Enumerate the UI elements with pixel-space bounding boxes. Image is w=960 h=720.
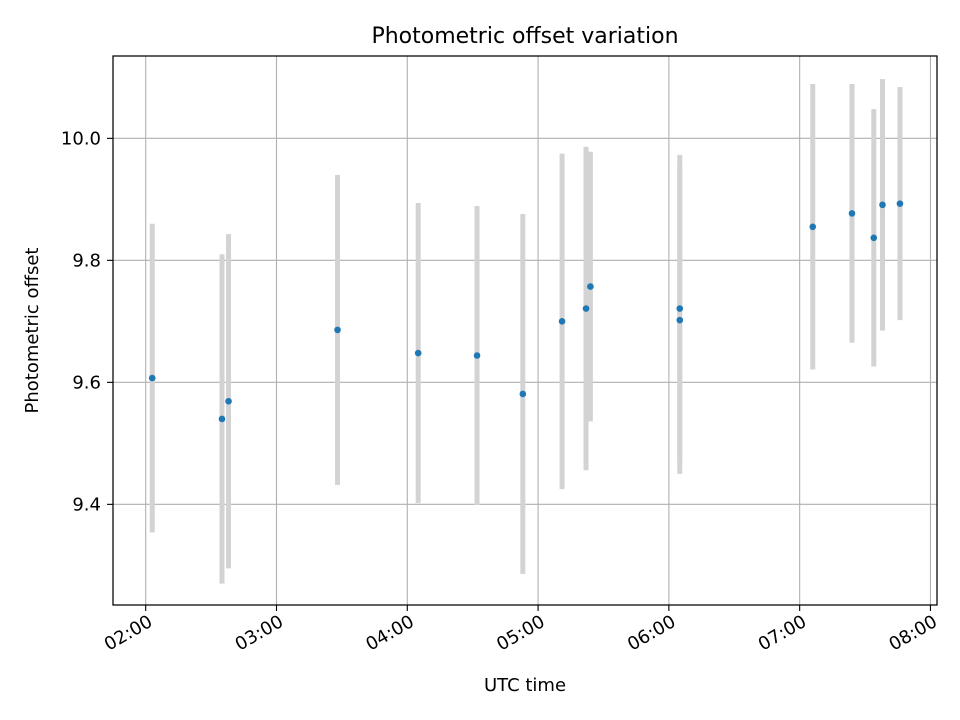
x-tick-label: 04:00 <box>362 611 417 655</box>
data-point <box>870 234 878 242</box>
x-tick-label: 06:00 <box>624 611 679 655</box>
y-tick-label: 9.6 <box>72 372 101 393</box>
x-tick-label: 02:00 <box>101 611 156 655</box>
chart-title: Photometric offset variation <box>371 24 678 49</box>
data-point <box>676 316 684 324</box>
data-point <box>558 318 566 325</box>
axis-ticks: 02:00 03:00 04:00 05:00 06:00 07:00 08:00 9.4 9.… <box>61 128 941 655</box>
plot-frame <box>112 55 938 606</box>
y-axis-label: Photometric offset <box>22 248 43 414</box>
y-tick-label: 10.0 <box>61 128 101 149</box>
x-tick-label: 03:00 <box>232 611 287 655</box>
data-point <box>848 210 856 217</box>
y-tick-label: 9.4 <box>72 494 101 515</box>
data-point <box>519 390 527 398</box>
data-point <box>218 415 226 423</box>
y-tick-label: 9.8 <box>72 250 101 271</box>
data-point <box>879 201 886 209</box>
data-point <box>473 352 481 359</box>
data-point <box>225 397 232 405</box>
data-point <box>809 223 817 231</box>
x-tick-label: 08:00 <box>886 611 941 655</box>
data-point <box>676 305 684 312</box>
data-point <box>414 349 422 357</box>
x-tick-label: 05:00 <box>493 611 548 655</box>
data-point <box>587 283 594 290</box>
x-axis-label: UTC time <box>484 675 566 696</box>
x-tick-label: 07:00 <box>755 611 810 655</box>
data-points <box>148 200 904 423</box>
data-point <box>148 374 156 382</box>
data-point <box>582 305 590 312</box>
error-bars <box>149 79 903 584</box>
data-point <box>334 326 341 334</box>
data-point <box>896 200 904 207</box>
